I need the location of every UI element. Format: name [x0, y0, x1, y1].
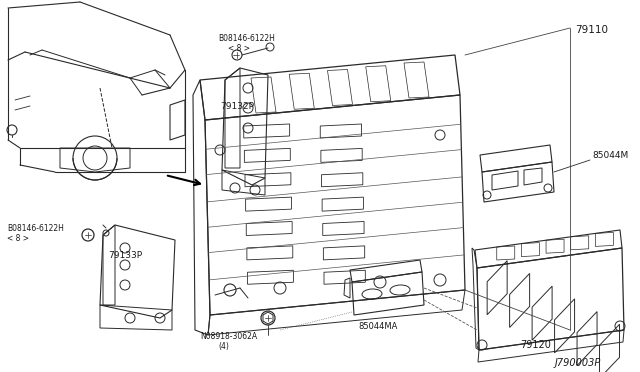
Text: (4): (4) [218, 342, 229, 351]
Text: < 8 >: < 8 > [7, 234, 29, 243]
Text: 79132P: 79132P [220, 102, 254, 111]
Text: B08146-6122H: B08146-6122H [7, 224, 64, 232]
Text: 85044MA: 85044MA [358, 322, 397, 331]
Text: 79133P: 79133P [108, 250, 142, 260]
Text: 79110: 79110 [575, 25, 608, 35]
Text: B08146-6122H: B08146-6122H [218, 33, 275, 42]
Text: 85044M: 85044M [592, 151, 628, 160]
Text: < 8 >: < 8 > [228, 44, 250, 52]
Text: N08918-3062A: N08918-3062A [200, 332, 257, 341]
Text: J790003P: J790003P [555, 358, 601, 368]
Text: 79120: 79120 [520, 340, 551, 350]
